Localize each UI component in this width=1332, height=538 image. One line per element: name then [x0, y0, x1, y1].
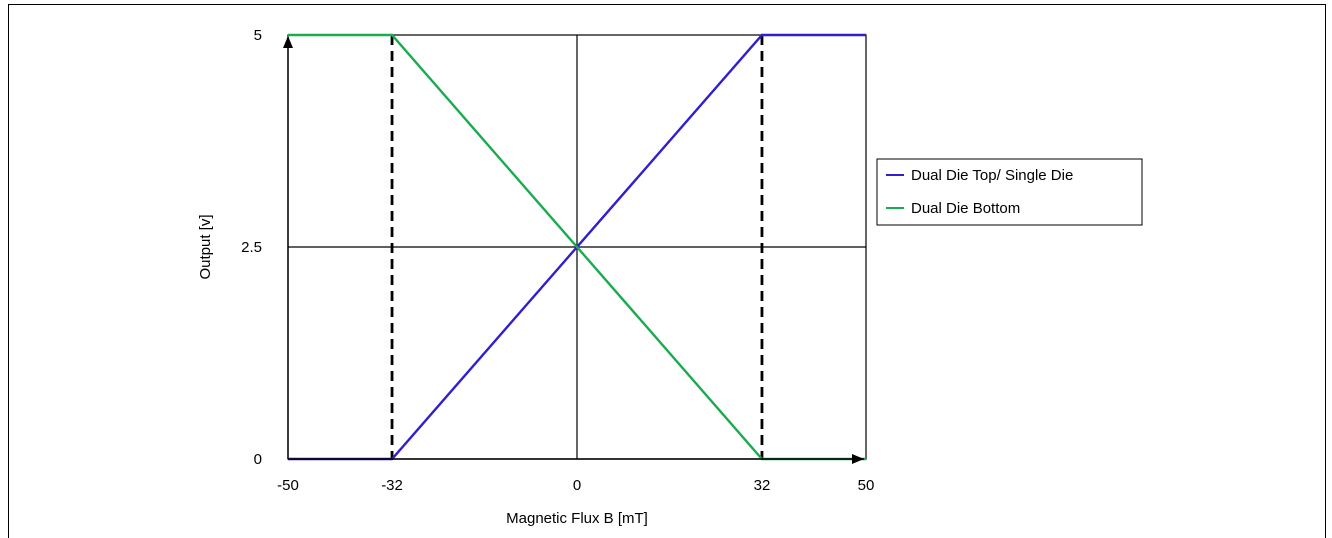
y-tick-label: 0	[254, 451, 262, 468]
x-tick-label: 32	[754, 477, 771, 494]
chart-frame	[8, 4, 1326, 538]
y-tick-label: 2.5	[241, 239, 262, 256]
x-axis-arrowhead	[852, 454, 864, 464]
x-axis-title: Magnetic Flux B [mT]	[506, 510, 648, 527]
y-tick-labels: 02.55	[241, 27, 262, 468]
x-tick-label: -32	[381, 477, 403, 494]
legend: Dual Die Top/ Single Die Dual Die Bottom	[876, 158, 1143, 226]
x-tick-label: 0	[573, 477, 581, 494]
x-tick-labels: -50 -32 0 32 50	[277, 477, 874, 494]
x-tick-label: 50	[858, 477, 875, 494]
legend-label-dual-die-bottom: Dual Die Bottom	[911, 200, 1020, 217]
y-axis-title: Output [v]	[197, 214, 214, 279]
reference-lines	[390, 35, 764, 459]
y-tick-label: 5	[254, 27, 262, 44]
y-axis-arrowhead	[283, 36, 293, 48]
axis-arrows	[283, 36, 864, 464]
legend-label-dual-die-top: Dual Die Top/ Single Die	[911, 167, 1073, 184]
legend-box	[876, 158, 1143, 226]
x-tick-label: -50	[277, 477, 299, 494]
